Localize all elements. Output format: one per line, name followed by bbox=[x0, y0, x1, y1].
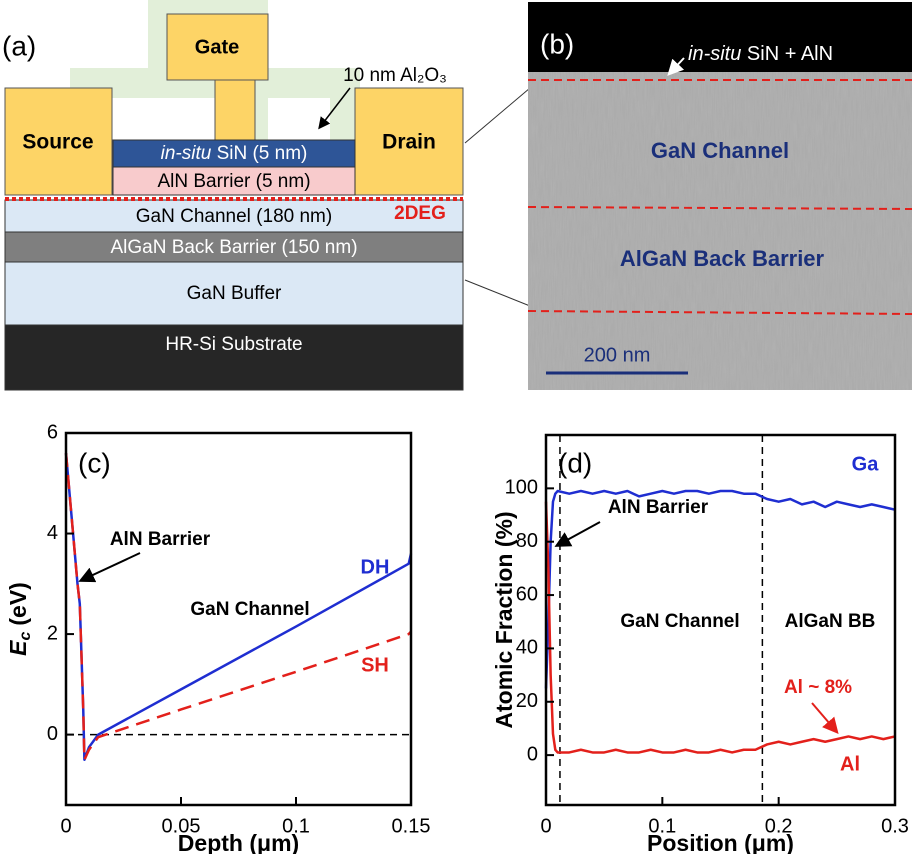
sin-text: SiN (5 nm) bbox=[211, 143, 307, 164]
oxide-arrow bbox=[318, 87, 351, 130]
scale-label: 200 nm bbox=[584, 344, 651, 366]
annotation: AlN Barrier bbox=[110, 529, 211, 550]
x-axis-label: Position (μm) bbox=[647, 830, 794, 854]
source bbox=[4, 87, 113, 196]
cap-layer bbox=[528, 2, 912, 72]
x-tick-label: 0 bbox=[60, 815, 71, 837]
panel-label: (d) bbox=[558, 447, 592, 478]
y-label-unit: (eV) bbox=[5, 582, 31, 625]
cap-label: in-situ SiN + AlN bbox=[688, 43, 833, 65]
y-tick-label: 40 bbox=[516, 637, 538, 659]
sin-italic: in-situ bbox=[161, 143, 212, 164]
plot-frame bbox=[544, 433, 897, 807]
oxide-label: 10 nm Al₂O₃ bbox=[343, 65, 447, 86]
series-label: SH bbox=[361, 654, 389, 676]
drain-label: Drain bbox=[382, 131, 436, 154]
chart: Ga Al 0 0.1 0.2 0.3 0 20 40 60 80 100 Position (μm) A… bbox=[491, 433, 909, 854]
x-tick-label: 0.3 bbox=[881, 815, 909, 837]
y-tick-label: 20 bbox=[516, 690, 538, 712]
panel-label: (a) bbox=[2, 30, 36, 61]
channel-label: GaN Channel (180 nm) bbox=[136, 206, 332, 227]
annotation: GaN Channel bbox=[620, 611, 739, 632]
annotation: AlN Barrier bbox=[608, 497, 709, 518]
gate-label: Gate bbox=[195, 36, 239, 58]
buffer-label: GaN Buffer bbox=[187, 283, 282, 304]
series-line bbox=[544, 489, 896, 689]
annotation-arrow bbox=[811, 702, 839, 735]
2deg-label: 2DEG bbox=[394, 203, 446, 224]
oxide-gap bbox=[130, 98, 215, 124]
substrate-label: HR-Si Substrate bbox=[165, 334, 302, 355]
series-label: DH bbox=[361, 556, 390, 578]
cap-text: SiN + AlN bbox=[741, 43, 833, 65]
annotation-arrow bbox=[554, 521, 601, 547]
gate-stem bbox=[214, 79, 256, 141]
y-axis-label: Atomic Fraction (%) bbox=[491, 511, 517, 728]
y-tick-label: 80 bbox=[516, 530, 538, 552]
y-tick-label: 0 bbox=[527, 743, 538, 765]
aln-label: AlN Barrier (5 nm) bbox=[157, 171, 310, 192]
y-tick-label: 2 bbox=[47, 622, 58, 644]
x-tick-label: 0.1 bbox=[282, 815, 310, 837]
x-axis-label: Depth (μm) bbox=[178, 830, 299, 854]
buffer-layer bbox=[4, 261, 464, 326]
series-label: Al bbox=[840, 753, 860, 775]
panel-label: (c) bbox=[78, 447, 111, 478]
series-label: Ga bbox=[852, 453, 880, 475]
cap-arrow bbox=[667, 57, 685, 76]
y-tick-label: 4 bbox=[47, 522, 58, 544]
chart: DH SH 0 0.05 0.1 0.15 0 2 4 6 Depth (μm) Ec (eV) (c) A… bbox=[5, 421, 430, 854]
x-tick-label: 0.1 bbox=[648, 815, 676, 837]
sin-label: in-situ SiN (5 nm) bbox=[161, 143, 308, 164]
x-tick-label: 0 bbox=[540, 815, 551, 837]
source-label: Source bbox=[22, 131, 93, 154]
plot-frame bbox=[64, 431, 413, 807]
panel-a: (a) Gate 10 nm Al₂O₃ Source Drain in-sit… bbox=[2, 0, 591, 391]
x-tick-label: 0.2 bbox=[765, 815, 793, 837]
panel-label: (b) bbox=[540, 28, 574, 59]
back-barrier-label: AlGaN Back Barrier bbox=[620, 246, 825, 271]
oxide-gap bbox=[268, 98, 330, 124]
back-barrier-label: AlGaN Back Barrier (150 nm) bbox=[110, 237, 357, 258]
channel-label: GaN Channel bbox=[651, 138, 789, 163]
x-tick-label: 0.15 bbox=[392, 815, 431, 837]
series-line bbox=[64, 453, 412, 762]
y-label-symbol: E bbox=[5, 640, 31, 656]
zoom-line bbox=[464, 87, 531, 144]
annotation: Al ~ 8% bbox=[784, 677, 852, 698]
panel-b: (b) in-situ SiN + AlN GaN Channel AlGaN … bbox=[527, 2, 913, 390]
y-tick-label: 100 bbox=[505, 477, 538, 499]
y-tick-label: 0 bbox=[47, 723, 58, 745]
drain bbox=[354, 87, 464, 196]
y-label-subscript: c bbox=[17, 632, 34, 641]
annotation: GaN Channel bbox=[190, 599, 309, 620]
annotation: AlGaN BB bbox=[785, 611, 876, 632]
series-line bbox=[544, 501, 896, 754]
x-tick-label: 0.05 bbox=[162, 815, 201, 837]
aln-layer bbox=[112, 166, 356, 196]
cap-italic: in-situ bbox=[688, 43, 741, 65]
y-tick-label: 6 bbox=[47, 421, 58, 443]
y-axis-label: Ec (eV) bbox=[5, 582, 34, 656]
annotation-arrow bbox=[78, 552, 141, 583]
y-tick-label: 60 bbox=[516, 583, 538, 605]
substrate-layer bbox=[4, 324, 464, 391]
